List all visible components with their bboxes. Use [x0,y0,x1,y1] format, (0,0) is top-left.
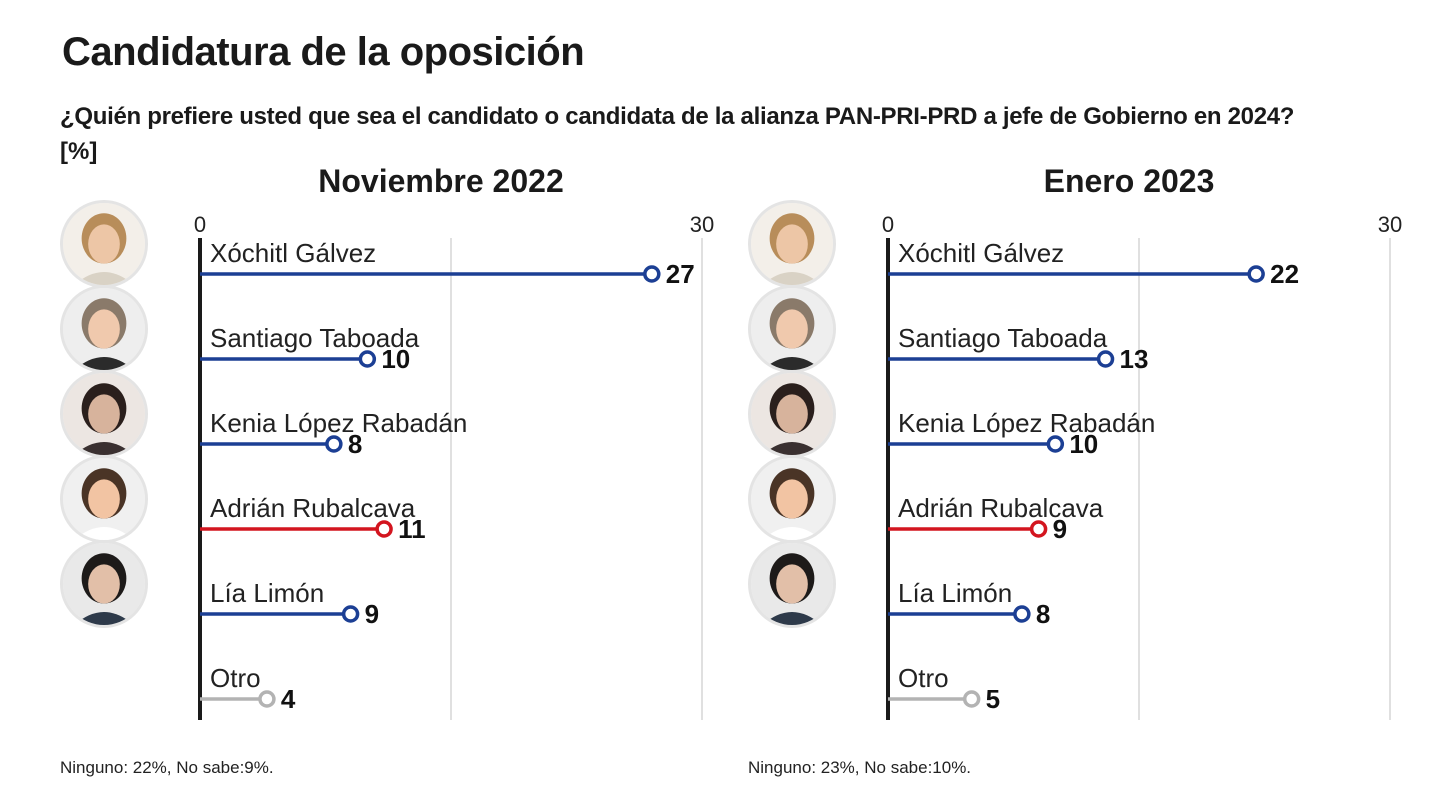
avatar-kenia-lopez-rabadan [748,370,836,458]
portrait-icon [63,458,145,540]
point-santiago-taboada [1096,350,1115,368]
portrait-icon [751,373,833,455]
category-label-lia-limon: Lía Limón [898,578,1012,608]
portrait-icon [63,543,145,625]
point-santiago-taboada [358,350,377,368]
value-label-xochitl-galvez: 27 [666,259,695,289]
avatar-xochitl-galvez [748,200,836,288]
category-label-otro: Otro [210,663,261,693]
portrait-icon [751,203,833,285]
value-label-santiago-taboada: 13 [1120,344,1149,374]
point-xochitl-galvez [643,265,661,283]
value-label-otro: 4 [281,684,296,714]
portrait-icon [63,288,145,370]
point-kenia-lopez-rabadan [325,435,343,453]
panel-title: Enero 2023 [1044,163,1215,199]
point-otro [962,690,981,708]
panel-noviembre-2022: Noviembre 2022 0 30 Xóchitl Gálvez 27 Santiag… [60,150,760,777]
category-label-kenia-lopez-rabadan: Kenia López Rabadán [898,408,1155,438]
category-label-santiago-taboada: Santiago Taboada [210,323,420,353]
point-lia-limon [1013,605,1031,623]
category-label-lia-limon: Lía Limón [210,578,324,608]
avatar-santiago-taboada [60,285,148,373]
tick-label-30: 30 [1378,212,1402,237]
avatar-lia-limon [748,540,836,628]
tick-label-0: 0 [194,212,206,237]
panel-title: Noviembre 2022 [318,163,563,199]
portrait-icon [751,288,833,370]
avatar-xochitl-galvez [60,200,148,288]
portrait-icon [63,373,145,455]
footnote-noviembre-2022: Ninguno: 22%, No sabe:9%. [60,758,274,777]
point-adrian-rubalcava [375,520,393,538]
unit-label: [%] [60,138,98,165]
value-label-adrian-rubalcava: 11 [398,514,426,544]
footnote-enero-2023: Ninguno: 23%, No sabe:10%. [748,758,972,777]
category-label-otro: Otro [898,663,949,693]
category-label-santiago-taboada: Santiago Taboada [898,323,1108,353]
value-label-santiago-taboada: 10 [381,344,410,374]
avatar-adrian-rubalcava [60,455,148,543]
avatar-santiago-taboada [748,285,836,373]
lollipop-chart-noviembre-2022: Noviembre 2022 0 30 Xóchitl Gálvez 27 Santiag… [194,163,714,720]
point-kenia-lopez-rabadan [1046,435,1065,453]
portrait-icon [751,458,833,540]
category-label-xochitl-galvez: Xóchitl Gálvez [898,238,1064,268]
point-otro [258,690,276,708]
tick-label-0: 0 [882,212,894,237]
point-adrian-rubalcava [1029,520,1048,538]
portrait-icon [63,203,145,285]
chart-title: Candidatura de la oposición [62,30,585,74]
chart-subtitle: ¿Quién prefiere usted que sea el candida… [60,103,1295,130]
avatar-adrian-rubalcava [748,455,836,543]
value-label-kenia-lopez-rabadan: 8 [348,429,362,459]
value-label-otro: 5 [986,684,1000,714]
value-label-adrian-rubalcava: 9 [1053,514,1067,544]
panel-enero-2023: Enero 2023 0 30 Xóchitl Gálvez 22 Santiago Ta… [748,150,1440,777]
avatar-kenia-lopez-rabadan [60,370,148,458]
category-label-adrian-rubalcava: Adrián Rubalcava [210,493,416,523]
tick-label-30: 30 [690,212,714,237]
value-label-xochitl-galvez: 22 [1270,259,1299,289]
category-label-adrian-rubalcava: Adrián Rubalcava [898,493,1104,523]
portrait-icon [751,543,833,625]
value-label-kenia-lopez-rabadan: 10 [1069,429,1098,459]
point-xochitl-galvez [1247,265,1265,283]
lollipop-chart-enero-2023: Enero 2023 0 30 Xóchitl Gálvez 22 Santiago Ta… [882,163,1402,720]
value-label-lia-limon: 8 [1036,599,1050,629]
value-label-lia-limon: 9 [365,599,379,629]
category-label-kenia-lopez-rabadan: Kenia López Rabadán [210,408,467,438]
category-label-xochitl-galvez: Xóchitl Gálvez [210,238,376,268]
avatar-lia-limon [60,540,148,628]
point-lia-limon [341,605,360,623]
